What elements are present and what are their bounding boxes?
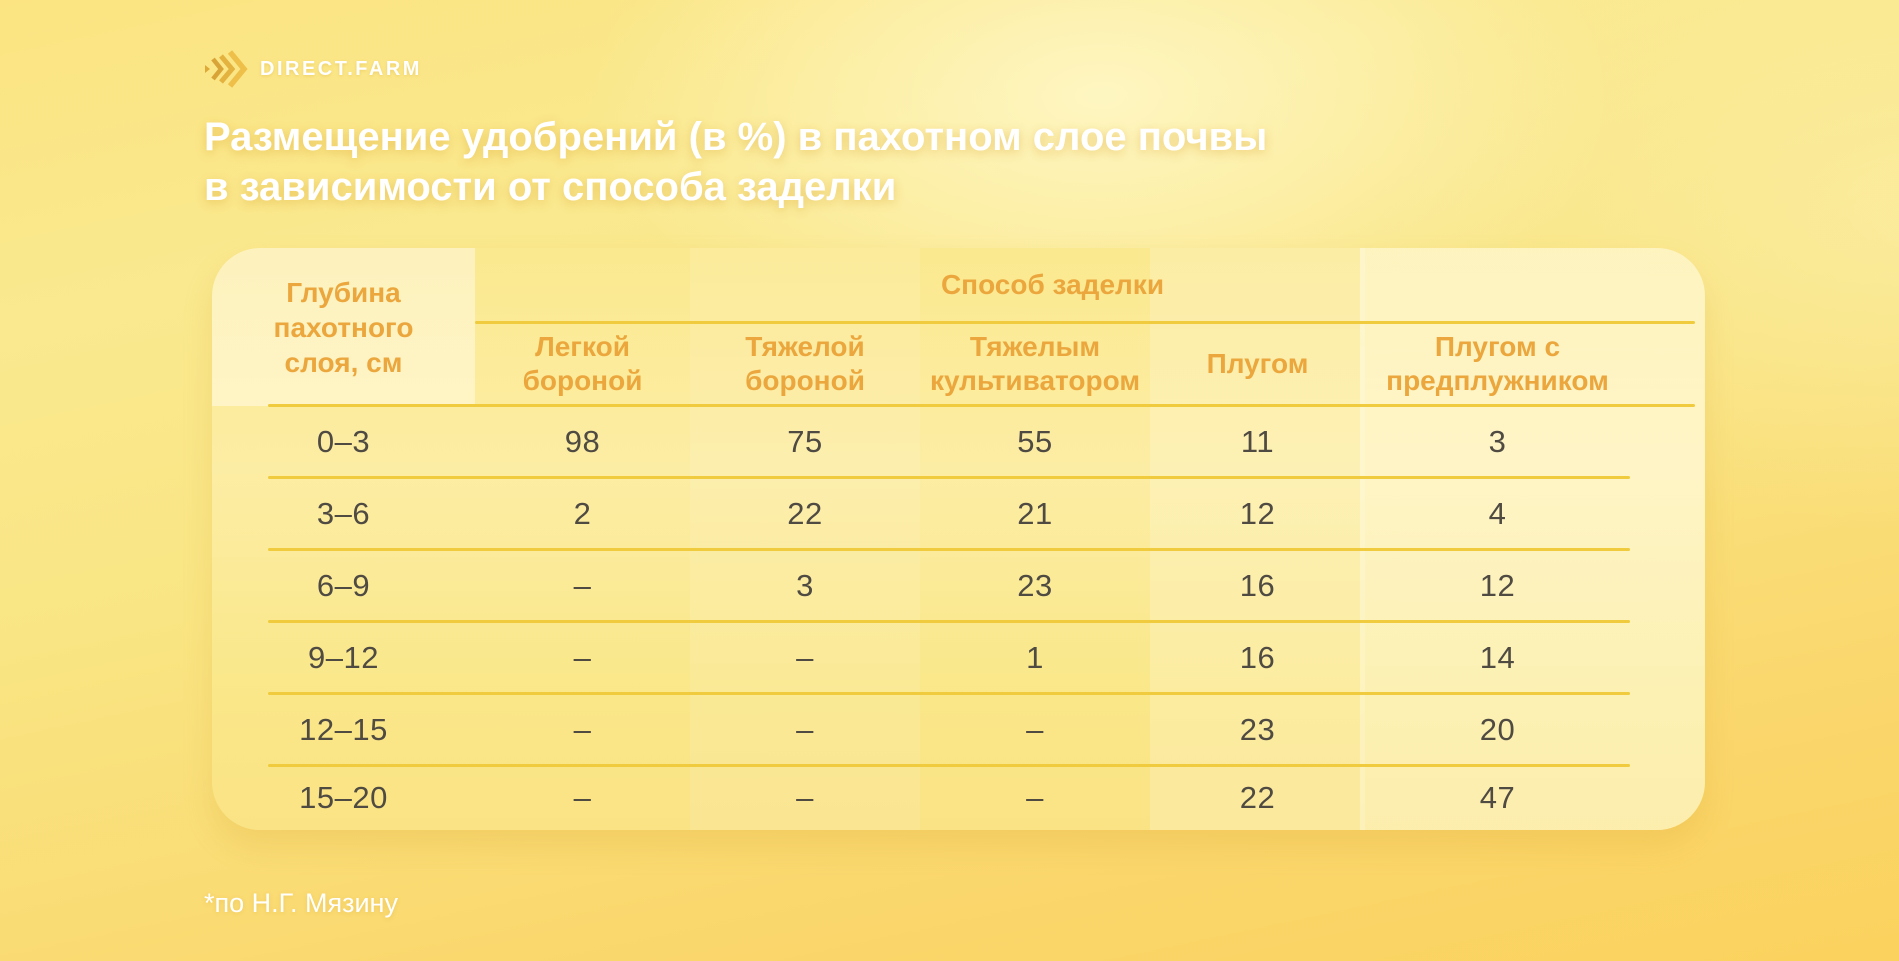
column-header: Легкой бороной — [522, 331, 643, 396]
corner-header: Глубина пахотного слоя, см — [212, 248, 475, 406]
column-group-header: Способ заделки — [475, 248, 1630, 322]
column-header: Тяжелой бороной — [745, 331, 865, 396]
table-cell: – — [1026, 780, 1044, 815]
corner-header-label: Глубина пахотного слоя, см — [273, 276, 414, 378]
table-cell: 12 — [1479, 568, 1516, 603]
row-depth-label: 6–9 — [316, 568, 371, 603]
table-body: 0–3 98 75 55 11 3 3–6 2 22 21 12 4 6–9 –… — [212, 406, 1705, 830]
table-cell: – — [796, 780, 814, 815]
table-cell: 55 — [1017, 424, 1053, 459]
table-row: 6–9 – 3 23 16 12 — [212, 548, 1705, 622]
table-cell: 3 — [1488, 424, 1507, 459]
table-cell: 75 — [787, 424, 823, 459]
table-cell: 22 — [1239, 780, 1276, 815]
page-title-line1: Размещение удобрений (в %) в пахотном сл… — [204, 115, 1268, 159]
table-cell: – — [573, 640, 592, 675]
table-row: 12–15 – – – 23 20 — [212, 692, 1705, 766]
brand-logo-text: DIRECT.FARM — [260, 57, 422, 80]
table-cell: – — [573, 780, 592, 815]
header-divider-line — [475, 321, 1695, 324]
table-cell: 23 — [1017, 568, 1053, 603]
table-cell: 3 — [796, 568, 814, 603]
column-group-label: Способ заделки — [940, 269, 1165, 300]
table-cell: 16 — [1239, 640, 1276, 675]
column-headers-row: Легкой бороной Тяжелой бороной Тяжелым к… — [212, 324, 1705, 404]
table-cell: – — [796, 712, 814, 747]
table-row: 15–20 – – – 22 47 — [212, 764, 1705, 830]
table-row: 9–12 – – 1 16 14 — [212, 620, 1705, 694]
column-header: Тяжелым культиватором — [929, 331, 1141, 396]
brand-logo: DIRECT.FARM — [204, 50, 422, 88]
table-cell: 2 — [573, 496, 592, 531]
row-depth-label: 12–15 — [299, 712, 388, 747]
column-header: Плугом с предплужником — [1386, 331, 1609, 396]
page-title: Размещение удобрений (в %) в пахотном сл… — [204, 112, 1624, 212]
table-cell: 12 — [1239, 496, 1276, 531]
table-cell: – — [573, 568, 592, 603]
table-cell: 98 — [564, 424, 601, 459]
row-depth-label: 0–3 — [316, 424, 371, 459]
source-footnote: *по Н.Г. Мязину — [204, 888, 398, 918]
table-cell: – — [573, 712, 592, 747]
table-row: 3–6 2 22 21 12 4 — [212, 476, 1705, 550]
page-title-line2: в зависимости от способа заделки — [204, 165, 897, 209]
table-cell: 47 — [1479, 780, 1516, 815]
table-cell: – — [1026, 712, 1044, 747]
table-cell: 23 — [1239, 712, 1276, 747]
table-cell: 4 — [1488, 496, 1507, 531]
table-row: 0–3 98 75 55 11 3 — [212, 406, 1705, 478]
table-cell: – — [796, 640, 814, 675]
row-depth-label: 3–6 — [316, 496, 371, 531]
chevrons-right-icon — [205, 50, 248, 88]
table-cell: 16 — [1239, 568, 1276, 603]
table-cell: 20 — [1479, 712, 1516, 747]
row-depth-label: 15–20 — [299, 780, 388, 815]
table-cell: 21 — [1017, 496, 1053, 531]
table-cell: 1 — [1026, 640, 1044, 675]
header-bottom-divider-line — [268, 404, 1695, 407]
data-table-card: Глубина пахотного слоя, см Способ заделк… — [212, 248, 1705, 830]
table-cell: 14 — [1479, 640, 1516, 675]
table-cell: 11 — [1240, 424, 1275, 459]
column-header-spacer — [212, 324, 475, 404]
column-header: Плугом — [1206, 348, 1309, 379]
row-depth-label: 9–12 — [308, 640, 379, 675]
table-cell: 22 — [787, 496, 823, 531]
